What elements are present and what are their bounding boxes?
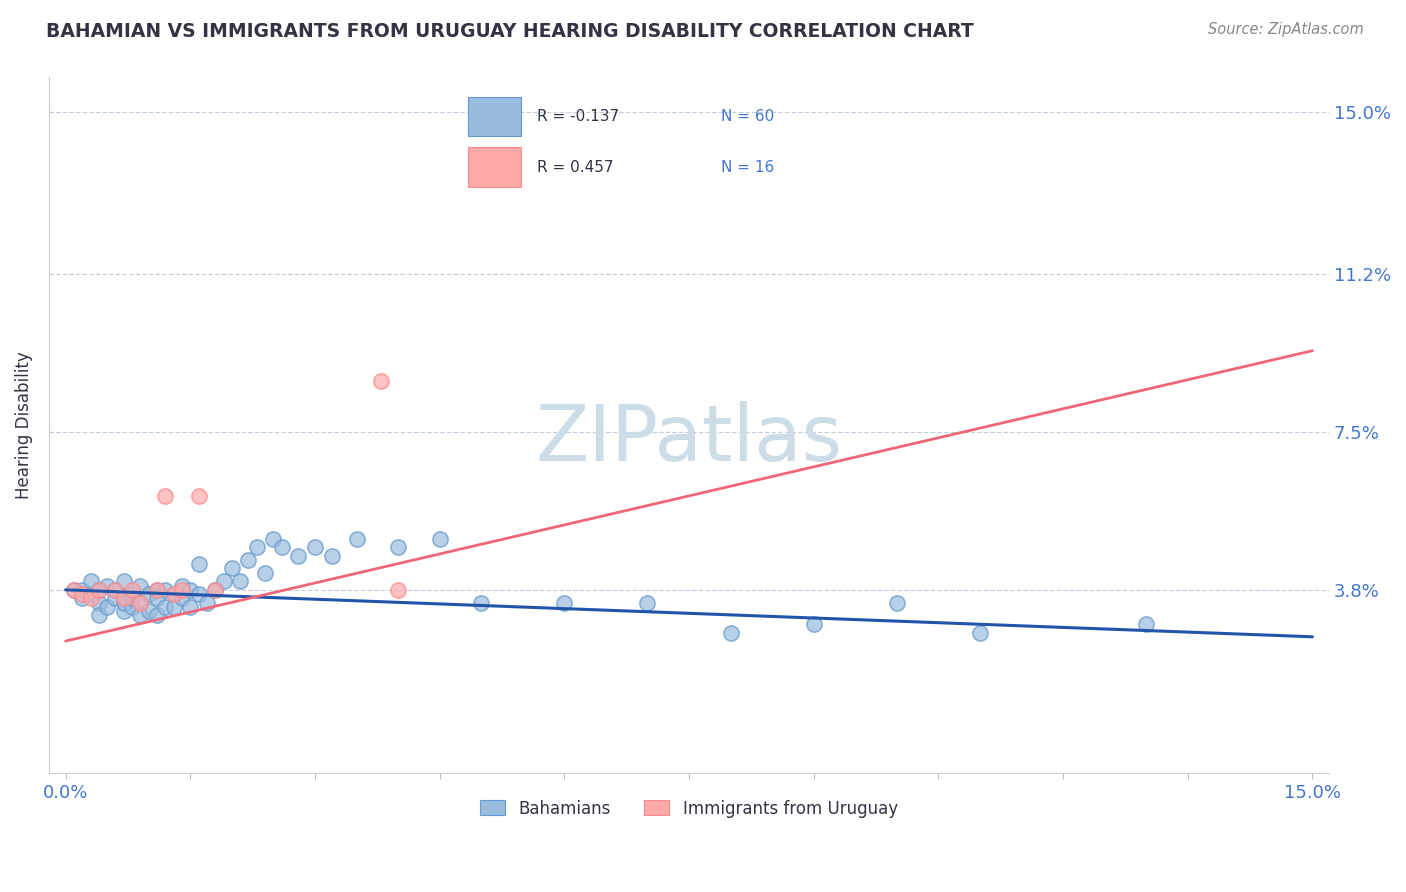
Point [187, 489, 209, 503]
Point [229, 574, 252, 589]
Point [129, 596, 152, 610]
Point [170, 578, 193, 592]
Point [79, 591, 101, 606]
Point [163, 587, 186, 601]
Point [370, 374, 392, 388]
Point [304, 540, 326, 554]
Text: BAHAMIAN VS IMMIGRANTS FROM URUGUAY HEARING DISABILITY CORRELATION CHART: BAHAMIAN VS IMMIGRANTS FROM URUGUAY HEAR… [46, 22, 974, 41]
Point [112, 591, 135, 606]
Point [1135, 617, 1157, 632]
Point [204, 582, 226, 597]
Point [163, 587, 186, 601]
Point [87, 582, 110, 597]
Point [121, 587, 143, 601]
Point [969, 625, 991, 640]
Point [104, 582, 127, 597]
Point [287, 549, 309, 563]
Point [720, 625, 742, 640]
Point [70, 587, 93, 601]
Point [104, 582, 127, 597]
Point [179, 582, 201, 597]
Point [79, 574, 101, 589]
Point [146, 591, 169, 606]
Point [87, 596, 110, 610]
Point [429, 532, 451, 546]
Point [221, 561, 243, 575]
Point [138, 604, 160, 618]
Point [87, 608, 110, 623]
Point [636, 596, 658, 610]
Point [96, 578, 118, 592]
Point [270, 540, 292, 554]
Point [138, 587, 160, 601]
Point [238, 553, 260, 567]
Legend: Bahamians, Immigrants from Uruguay: Bahamians, Immigrants from Uruguay [474, 793, 904, 824]
Point [63, 582, 86, 597]
Point [170, 582, 193, 597]
Point [163, 599, 186, 614]
Point [129, 608, 152, 623]
Point [79, 587, 101, 601]
Point [553, 596, 575, 610]
Point [155, 489, 177, 503]
Point [63, 582, 86, 597]
Point [187, 587, 209, 601]
Point [387, 540, 409, 554]
Point [246, 540, 269, 554]
Point [146, 582, 169, 597]
Point [886, 596, 908, 610]
Point [129, 596, 152, 610]
Point [204, 582, 226, 597]
Point [87, 582, 110, 597]
Point [212, 574, 235, 589]
Point [346, 532, 368, 546]
Point [70, 591, 93, 606]
Point [104, 591, 127, 606]
Text: ZIPatlas: ZIPatlas [536, 401, 842, 477]
Point [129, 578, 152, 592]
Text: Source: ZipAtlas.com: Source: ZipAtlas.com [1208, 22, 1364, 37]
Point [96, 599, 118, 614]
Point [155, 582, 177, 597]
Point [387, 582, 409, 597]
Point [170, 591, 193, 606]
Point [179, 599, 201, 614]
Point [121, 591, 143, 606]
Point [470, 596, 492, 610]
Point [112, 604, 135, 618]
Point [112, 596, 135, 610]
Point [195, 596, 218, 610]
Point [321, 549, 343, 563]
Point [121, 582, 143, 597]
Point [112, 574, 135, 589]
Point [254, 566, 277, 580]
Point [146, 582, 169, 597]
Point [121, 599, 143, 614]
Point [146, 608, 169, 623]
Point [803, 617, 825, 632]
Point [262, 532, 284, 546]
Y-axis label: Hearing Disability: Hearing Disability [15, 351, 32, 500]
Point [155, 599, 177, 614]
Point [70, 582, 93, 597]
Point [187, 558, 209, 572]
